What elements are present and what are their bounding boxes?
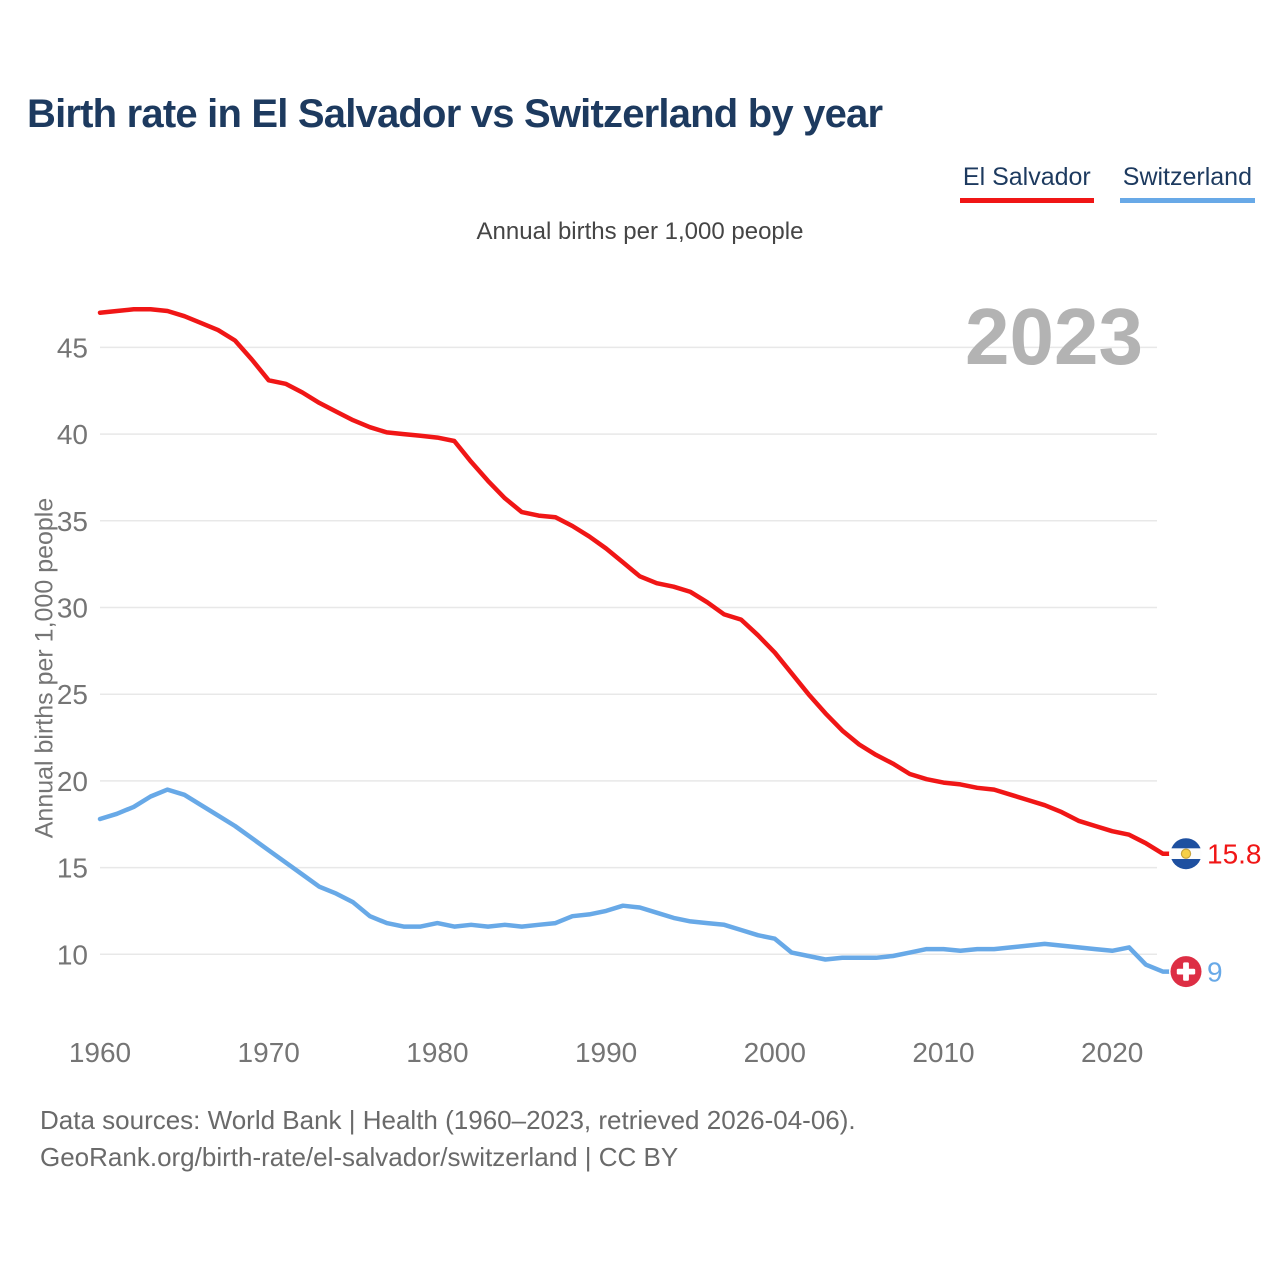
y-tick-label: 45	[57, 332, 88, 363]
switzerland-end-value: 9	[1207, 957, 1223, 988]
page-title: Birth rate in El Salvador vs Switzerland…	[27, 92, 883, 136]
watermark-year: 2023	[965, 292, 1143, 381]
x-tick-label: 1980	[406, 1037, 468, 1068]
legend: El Salvador Switzerland	[959, 163, 1255, 203]
y-tick-label: 25	[57, 679, 88, 710]
el-salvador-end-value: 15.8	[1207, 839, 1262, 870]
footer-attribution-line: GeoRank.org/birth-rate/el-salvador/switz…	[40, 1142, 679, 1172]
el-salvador-line	[97, 307, 1173, 856]
switzerland-flag-icon	[1169, 954, 1203, 989]
chart-subtitle: Annual births per 1,000 people	[476, 218, 804, 245]
footer: Data sources: World Bank | Health (1960–…	[40, 1102, 856, 1176]
x-tick-label: 2000	[744, 1037, 806, 1068]
x-tick-label: 2010	[912, 1037, 974, 1068]
switzerland-line	[97, 787, 1173, 974]
legend-item-switzerland[interactable]: Switzerland	[1119, 163, 1255, 203]
y-tick-label: 15	[57, 853, 88, 884]
el-salvador-flag-icon	[1169, 836, 1203, 871]
y-tick-label: 30	[57, 593, 88, 624]
x-tick-label: 1970	[238, 1037, 300, 1068]
y-tick-label: 20	[57, 766, 88, 797]
x-tick-label: 1990	[575, 1037, 637, 1068]
y-tick-label: 40	[57, 419, 88, 450]
footer-source-line: Data sources: World Bank | Health (1960–…	[40, 1105, 856, 1135]
y-tick-label: 35	[57, 506, 88, 537]
x-tick-label: 1960	[69, 1037, 131, 1068]
legend-item-el-salvador[interactable]: El Salvador	[959, 163, 1094, 203]
x-tick-label: 2020	[1081, 1037, 1143, 1068]
y-tick-label: 10	[57, 939, 88, 970]
